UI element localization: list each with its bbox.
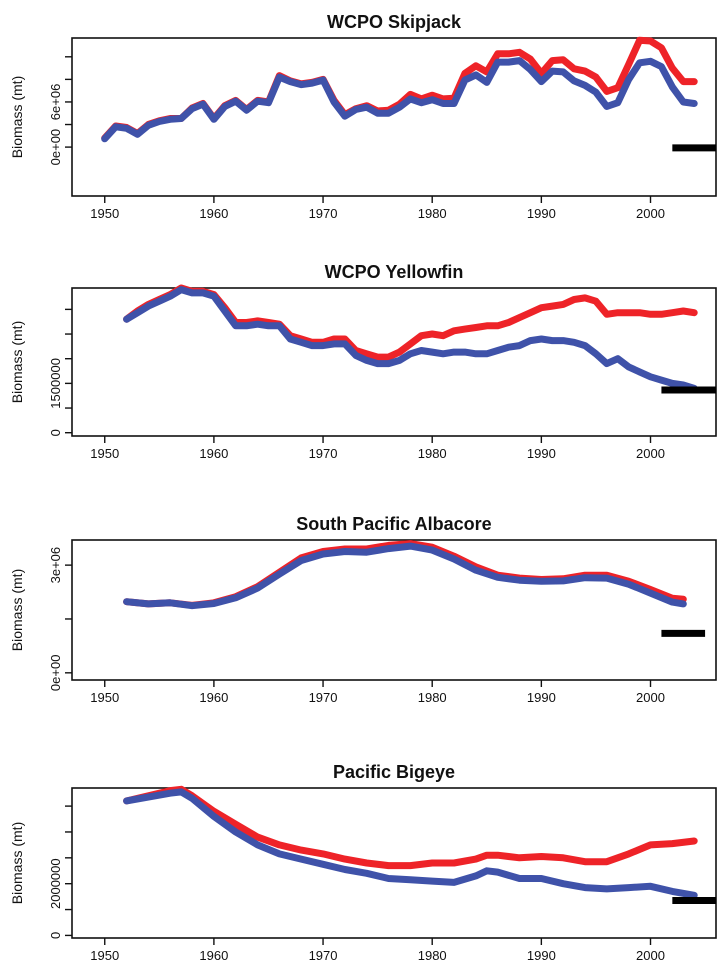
x-tick-label: 2000 <box>636 446 665 461</box>
plot-frame <box>71 37 717 197</box>
plot-frame <box>71 287 717 437</box>
x-tick-label: 1950 <box>90 690 119 705</box>
series-line-red <box>123 785 698 870</box>
series-line-blue <box>123 286 698 392</box>
y-axis-label: Biomass (mt) <box>9 76 25 158</box>
y-axis-label: Biomass (mt) <box>9 822 25 904</box>
x-tick-label: 1990 <box>527 206 556 221</box>
chart-title: WCPO Skipjack <box>327 12 462 32</box>
y-tick-label: 2000000 <box>48 858 63 909</box>
series-line-blue <box>123 788 698 899</box>
x-tick-label: 2000 <box>636 948 665 963</box>
x-tick-label: 1950 <box>90 206 119 221</box>
x-tick-label: 1980 <box>418 446 447 461</box>
x-tick-label: 1960 <box>199 948 228 963</box>
x-tick-label: 1970 <box>309 690 338 705</box>
y-tick-label: 0e+00 <box>48 655 63 692</box>
x-tick-label: 1970 <box>309 446 338 461</box>
x-tick-label: 1960 <box>199 446 228 461</box>
x-tick-label: 1980 <box>418 690 447 705</box>
y-tick-label: 6e+06 <box>48 84 63 121</box>
chart-panel-2: WCPO Yellowfin Biomass (mt) 1950 1960 1970 19… <box>9 262 717 461</box>
series-line-blue <box>101 57 698 143</box>
chart-panel-3: South Pacific Albacore Biomass (mt) 1950 19… <box>9 514 717 705</box>
x-tick-label: 1990 <box>527 446 556 461</box>
chart-title: WCPO Yellowfin <box>325 262 464 282</box>
x-tick-label: 1970 <box>309 948 338 963</box>
plot-frame <box>71 787 717 939</box>
plot-frame <box>71 539 717 681</box>
y-axis-label: Biomass (mt) <box>9 321 25 403</box>
chart-panel-1: WCPO Skipjack Biomass (mt) 1950 1960 1970 198… <box>9 12 717 221</box>
x-tick-label: 1970 <box>309 206 338 221</box>
y-tick-label: 3e+06 <box>48 547 63 584</box>
x-tick-label: 1980 <box>418 206 447 221</box>
x-tick-label: 1980 <box>418 948 447 963</box>
chart-title: South Pacific Albacore <box>296 514 491 534</box>
series-line-red <box>123 540 687 609</box>
x-tick-label: 2000 <box>636 206 665 221</box>
series-line-red <box>101 36 698 142</box>
y-axis-label: Biomass (mt) <box>9 569 25 651</box>
x-tick-label: 1990 <box>527 690 556 705</box>
chart-title: Pacific Bigeye <box>333 762 455 782</box>
x-tick-label: 1950 <box>90 446 119 461</box>
y-tick-label: 0 <box>48 932 63 939</box>
y-tick-label: 0e+00 <box>48 129 63 166</box>
y-tick-label: 0 <box>48 429 63 436</box>
x-tick-label: 1960 <box>199 206 228 221</box>
y-tick-label: 1500000 <box>48 358 63 409</box>
x-tick-label: 2000 <box>636 690 665 705</box>
series-line-blue <box>123 542 687 610</box>
chart-panel-4: Pacific Bigeye Biomass (mt) 1950 1960 1970 19… <box>9 762 717 963</box>
x-tick-label: 1950 <box>90 948 119 963</box>
x-tick-label: 1960 <box>199 690 228 705</box>
x-tick-label: 1990 <box>527 948 556 963</box>
